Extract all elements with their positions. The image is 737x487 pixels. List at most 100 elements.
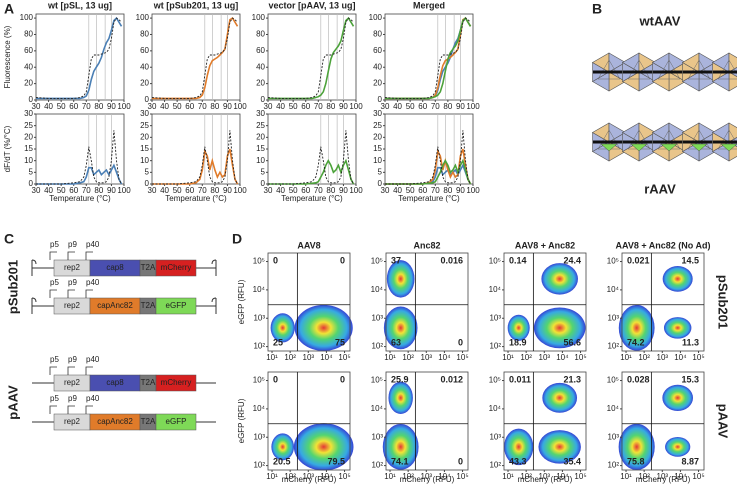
y-tick-label: 40 bbox=[140, 62, 149, 71]
quadrant-value: 0.021 bbox=[627, 255, 650, 265]
promoter-label: p5 bbox=[50, 278, 59, 287]
genome bbox=[683, 70, 715, 74]
y-tick-label: 10 bbox=[256, 156, 265, 165]
gene-label: T2A bbox=[141, 301, 156, 310]
flow-x-label: mCherry (RFU) bbox=[282, 475, 337, 484]
y-tick-label: 25 bbox=[256, 121, 265, 130]
capsid-inner bbox=[627, 59, 651, 80]
x-tick-label: 10² bbox=[402, 472, 414, 481]
x-tick-label: 10¹ bbox=[266, 472, 278, 481]
gene-label: capAnc82 bbox=[97, 417, 133, 426]
y-tick-label: 10⁵ bbox=[489, 257, 501, 266]
x-tick-label: 30 bbox=[381, 186, 390, 195]
x-tick-label: 10⁵ bbox=[574, 353, 586, 362]
plot-title: wt [pSub201, 13 ug] bbox=[153, 0, 239, 10]
flow-frame bbox=[503, 371, 587, 471]
quadrant-value: 18.9 bbox=[509, 337, 527, 347]
y-tick-label: 80 bbox=[373, 30, 382, 39]
quadrant-value: 35.4 bbox=[563, 456, 581, 466]
melt-curve bbox=[152, 16, 239, 100]
quadrant-value: 0 bbox=[458, 456, 463, 466]
y-tick-label: 10⁵ bbox=[253, 376, 265, 385]
y-tick-label: 10⁴ bbox=[371, 285, 384, 294]
melt-curve bbox=[268, 158, 355, 185]
quadrant-value: 56.6 bbox=[563, 337, 581, 347]
plot-frame bbox=[35, 113, 125, 185]
promoter-label: p5 bbox=[50, 240, 59, 249]
gene-label: rep2 bbox=[64, 263, 81, 272]
y-tick-label: 10³ bbox=[253, 432, 265, 441]
y-tick-label: 15 bbox=[256, 144, 265, 153]
x-tick-label: 40 bbox=[393, 102, 402, 111]
density-cloud bbox=[383, 306, 418, 350]
gene-label: T2A bbox=[141, 417, 156, 426]
density-cloud bbox=[294, 304, 353, 351]
x-tick-label: 10¹ bbox=[384, 353, 396, 362]
promoter-label: p9 bbox=[68, 355, 77, 364]
panel-label: A bbox=[4, 1, 14, 17]
gene-label: rep2 bbox=[64, 301, 81, 310]
x-tick-label: 10³ bbox=[421, 472, 433, 481]
promoter-label: p40 bbox=[86, 394, 100, 403]
density-cloud bbox=[382, 423, 419, 470]
flow-x-label: mCherry (RFU) bbox=[400, 475, 455, 484]
quadrant-value: 25.9 bbox=[391, 374, 409, 384]
x-tick-label: 70 bbox=[82, 102, 91, 111]
flow-y-label: eGFP (RFU) bbox=[237, 279, 246, 324]
density-cloud bbox=[618, 423, 655, 471]
x-tick-label: 30 bbox=[148, 186, 157, 195]
x-tick-label: 10⁴ bbox=[320, 353, 333, 362]
plot-frame bbox=[267, 13, 357, 101]
x-tick-label: 10⁴ bbox=[556, 472, 569, 481]
x-tick-label: 70 bbox=[431, 186, 440, 195]
gene-label: mCherry bbox=[161, 263, 192, 272]
y-tick-label: 10² bbox=[489, 461, 501, 470]
flow-frame bbox=[621, 252, 705, 352]
x-tick-label: 40 bbox=[44, 102, 53, 111]
x-tick-label: 10² bbox=[402, 353, 414, 362]
quadrant-value: 14.5 bbox=[681, 255, 699, 265]
x-tick-label: 10³ bbox=[421, 353, 433, 362]
y-tick-label: 10³ bbox=[371, 432, 383, 441]
plot-frame bbox=[384, 113, 474, 185]
flow-frame bbox=[385, 252, 469, 352]
x-tick-label: 70 bbox=[314, 186, 323, 195]
y-tick-label: 100 bbox=[369, 13, 383, 22]
genome bbox=[623, 70, 655, 74]
x-tick-label: 10³ bbox=[657, 472, 669, 481]
melt-curve bbox=[267, 17, 354, 99]
promoter-label: p5 bbox=[50, 355, 59, 364]
x-tick-label: 10³ bbox=[303, 472, 315, 481]
flow-column-title: Anc82 bbox=[413, 240, 440, 250]
melt-curve bbox=[385, 130, 471, 185]
y-tick-label: 0 bbox=[261, 179, 266, 188]
promoter-arrow bbox=[49, 289, 57, 298]
flow-x-label: mCherry (RFU) bbox=[636, 475, 691, 484]
y-tick-label: 10² bbox=[253, 342, 265, 351]
y-tick-label: 10³ bbox=[253, 313, 265, 322]
quadrant-value: 0 bbox=[273, 374, 278, 384]
quadrant-value: 0.016 bbox=[440, 255, 463, 265]
y-tick-label: 10³ bbox=[489, 313, 501, 322]
capsid-inner bbox=[687, 59, 711, 80]
gene-block bbox=[155, 259, 197, 277]
x-tick-label: 60 bbox=[69, 186, 78, 195]
flow-column-title: AAV8 + Anc82 bbox=[515, 240, 575, 250]
x-tick-label: 40 bbox=[160, 186, 169, 195]
density-cloud bbox=[662, 266, 693, 292]
y-tick-label: 10² bbox=[371, 461, 383, 470]
x-tick-label: 80 bbox=[443, 102, 452, 111]
y-tick-label: 60 bbox=[256, 46, 265, 55]
plot-frame bbox=[35, 13, 125, 101]
x-tick-label: 40 bbox=[393, 186, 402, 195]
y-tick-label: 80 bbox=[24, 30, 33, 39]
x-tick-label: 50 bbox=[173, 186, 182, 195]
capsid-inner bbox=[657, 59, 681, 80]
construct-group-label: pAAV bbox=[5, 385, 20, 420]
density-cloud bbox=[386, 260, 415, 298]
plot-frame bbox=[267, 113, 357, 185]
quadrant-value: 63 bbox=[391, 337, 401, 347]
x-tick-label: 60 bbox=[185, 102, 194, 111]
x-tick-label: 50 bbox=[289, 186, 298, 195]
